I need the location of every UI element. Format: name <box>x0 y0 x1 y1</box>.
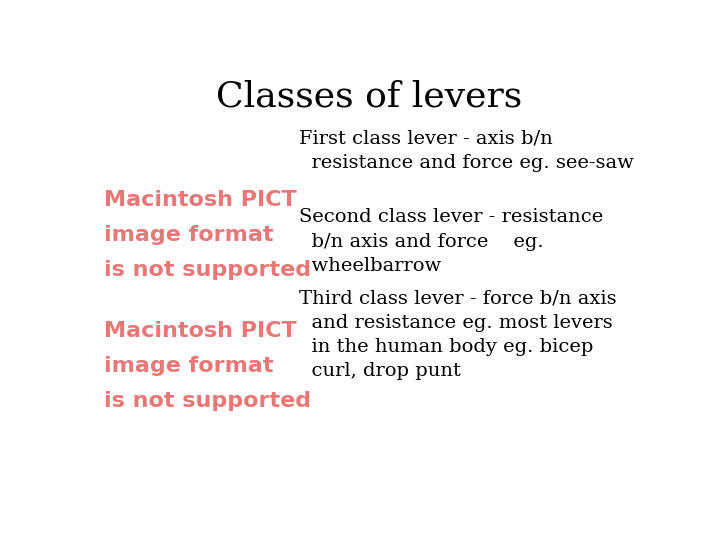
Text: First class lever - axis b/n
  resistance and force eg. see-saw: First class lever - axis b/n resistance … <box>300 129 634 172</box>
Text: Macintosh PICT: Macintosh PICT <box>104 321 297 341</box>
Text: Third class lever - force b/n axis
  and resistance eg. most levers
  in the hum: Third class lever - force b/n axis and r… <box>300 289 617 380</box>
Text: Second class lever - resistance
  b/n axis and force    eg.
  wheelbarrow: Second class lever - resistance b/n axis… <box>300 208 603 275</box>
Text: image format: image format <box>104 356 274 376</box>
Text: is not supported: is not supported <box>104 260 311 280</box>
Text: Macintosh PICT: Macintosh PICT <box>104 190 297 210</box>
Text: Classes of levers: Classes of levers <box>216 79 522 113</box>
Text: image format: image format <box>104 225 274 245</box>
Text: is not supported: is not supported <box>104 391 311 411</box>
